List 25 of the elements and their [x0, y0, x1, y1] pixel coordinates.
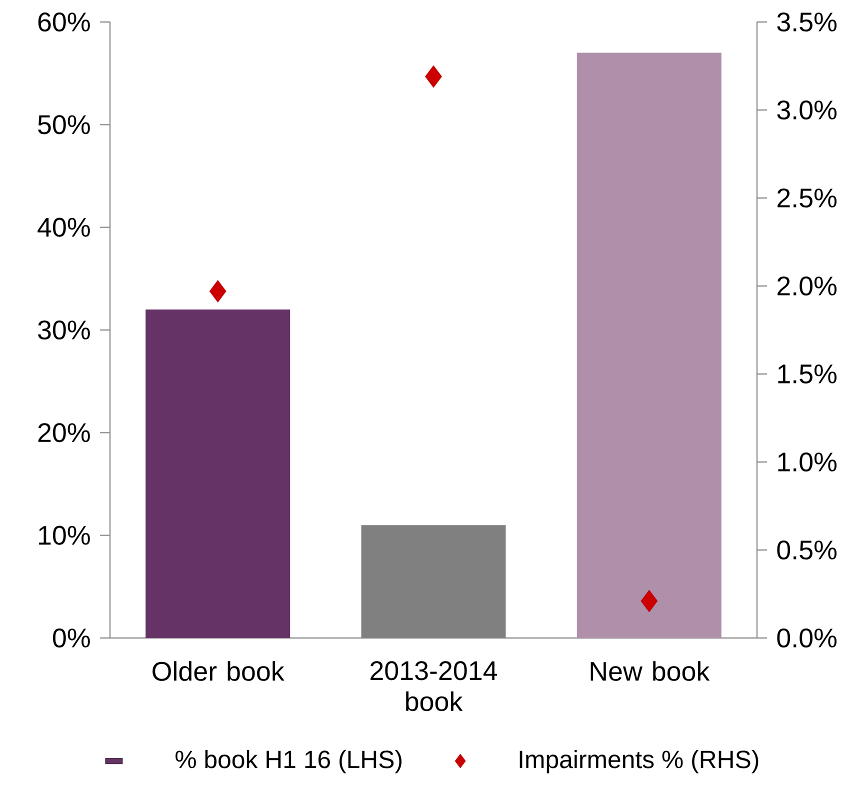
y2-tick-label: 0.5%	[777, 540, 837, 560]
y2-tick-label: 1.0%	[778, 452, 837, 472]
point	[425, 65, 442, 88]
y-tick-label: 0%	[53, 628, 90, 648]
x-tick-label: New book	[590, 661, 710, 681]
y2-tick-label: 1.5%	[778, 364, 837, 384]
bar	[146, 309, 290, 638]
y-tick-label: 10%	[39, 526, 90, 545]
y-tick-label: 60%	[38, 12, 90, 32]
y2-tick-label: 3.5%	[777, 12, 837, 32]
y2-tick-label: 3.0%	[777, 100, 837, 120]
x-tick-label: Older book	[152, 661, 284, 681]
y-tick-label: 20%	[38, 423, 90, 442]
point	[209, 280, 226, 302]
legend-label: % book H1 16 (LHS)	[176, 750, 402, 774]
y2-tick-label: 0.0%	[777, 628, 837, 648]
legend-label: Impairments % (RHS)	[520, 750, 758, 774]
y-tick-label: 40%	[38, 218, 90, 237]
x-tick-label: 2013-2014 book	[370, 661, 498, 712]
bar	[576, 52, 722, 638]
y2-tick-label: 2.5%	[778, 188, 837, 208]
y-tick-label: 30%	[38, 320, 90, 340]
y2-tick-label: 2.0%	[778, 276, 837, 296]
point	[640, 590, 658, 612]
y-tick-label: 50%	[38, 115, 90, 134]
